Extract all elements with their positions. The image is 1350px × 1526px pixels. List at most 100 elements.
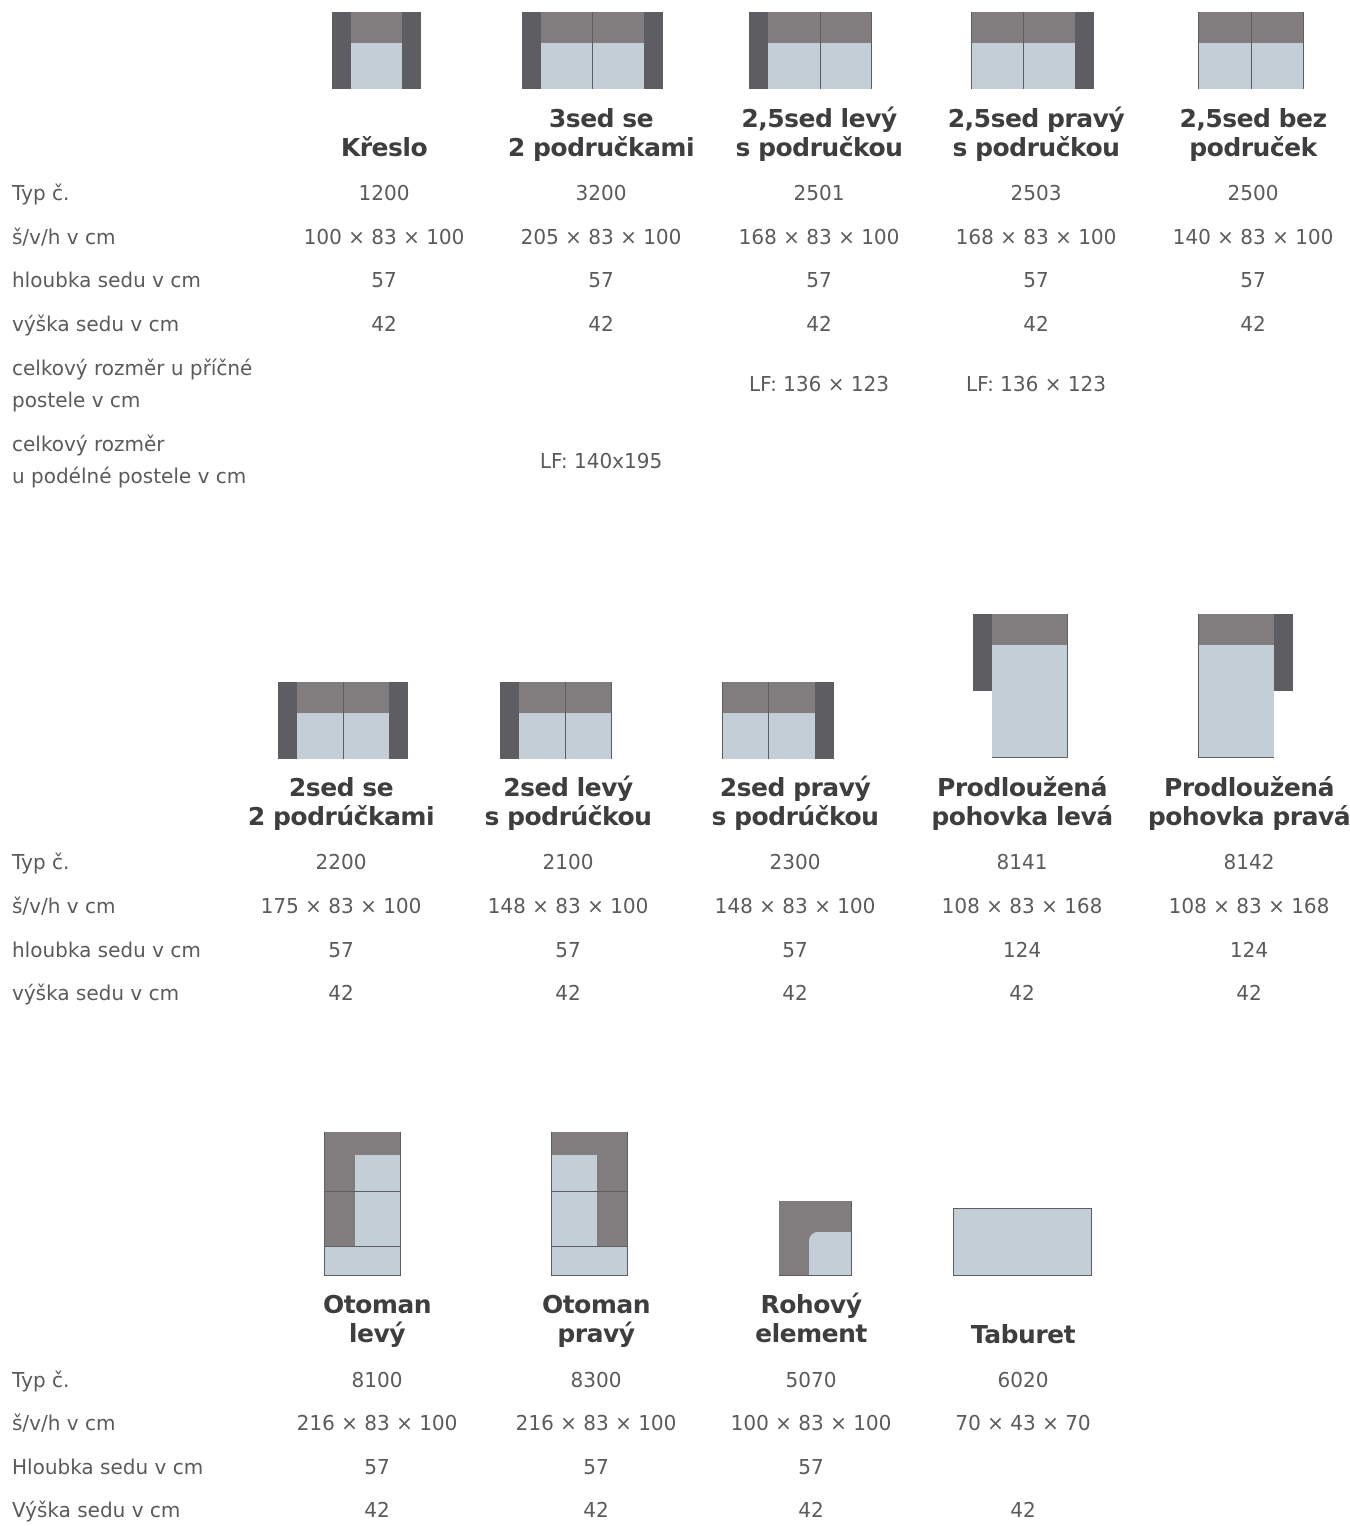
dims-value: 216 × 83 × 100 <box>515 1411 677 1435</box>
row-label: š/v/h v cm <box>12 225 116 249</box>
seat-depth-value: 57 <box>328 938 354 962</box>
type-value: 2501 <box>793 181 845 205</box>
sofa-2-seat-icon <box>278 682 408 759</box>
dims-value: 168 × 83 × 100 <box>738 225 900 249</box>
product-name: 3sed se 2 područkami <box>507 104 695 162</box>
seat-depth-value: 57 <box>782 938 808 962</box>
row-label: celkový rozměr u podélné postele v cm <box>12 432 247 488</box>
product-name: Otoman levý <box>322 1290 432 1348</box>
seat-height-value: 42 <box>782 981 808 1005</box>
seat-height-value: 42 <box>328 981 354 1005</box>
product-name: Křeslo <box>340 133 428 162</box>
seat-height-value: 42 <box>583 1498 609 1522</box>
seat-height-value: 42 <box>1236 981 1262 1005</box>
type-value: 2503 <box>1010 181 1062 205</box>
product-name: Prodloužená pohovka levá <box>931 773 1113 831</box>
product-name: Otoman pravý <box>541 1290 651 1348</box>
sofa-2-left-icon <box>500 682 612 759</box>
ottoman-left-icon <box>324 1132 401 1276</box>
seat-height-value: 42 <box>588 312 614 336</box>
row-label: celkový rozměr u příčné postele v cm <box>12 356 253 412</box>
dims-value: 108 × 83 × 168 <box>1168 894 1330 918</box>
row-label: Typ č. <box>12 181 70 205</box>
cross-bed-value: LF: 136 × 123 <box>965 372 1107 396</box>
row-label: Typ č. <box>12 850 70 874</box>
seat-depth-value: 57 <box>371 268 397 292</box>
seat-depth-value: 124 <box>1229 938 1269 962</box>
row-label: hloubka sedu v cm <box>12 938 201 962</box>
dims-value: 205 × 83 × 100 <box>520 225 682 249</box>
cross-bed-value: LF: 136 × 123 <box>748 372 890 396</box>
seat-depth-value: 124 <box>1002 938 1042 962</box>
chaise-right-icon <box>1198 614 1293 758</box>
stool-icon <box>953 1208 1092 1276</box>
product-name: Taburet <box>970 1320 1076 1349</box>
row-label: výška sedu v cm <box>12 312 180 336</box>
ottoman-right-icon <box>551 1132 628 1276</box>
product-name: 2sed pravý s podrúčkou <box>711 773 879 831</box>
long-bed-value: LF: 140x195 <box>539 449 663 473</box>
corner-element-icon <box>779 1201 852 1276</box>
seat-depth-value: 57 <box>1240 268 1266 292</box>
seat-height-value: 42 <box>371 312 397 336</box>
dims-value: 216 × 83 × 100 <box>296 1411 458 1435</box>
seat-height-value: 42 <box>1240 312 1266 336</box>
seat-height-value: 42 <box>364 1498 390 1522</box>
row-label: Hloubka sedu v cm <box>12 1455 204 1479</box>
dims-value: 148 × 83 × 100 <box>487 894 649 918</box>
row-label: hloubka sedu v cm <box>12 268 201 292</box>
type-value: 8100 <box>351 1368 403 1392</box>
type-value: 8300 <box>570 1368 622 1392</box>
type-value: 5070 <box>785 1368 837 1392</box>
seat-depth-value: 57 <box>798 1455 824 1479</box>
product-name: 2,5sed bez područek <box>1179 104 1327 162</box>
type-value: 6020 <box>997 1368 1049 1392</box>
type-value: 2200 <box>315 850 367 874</box>
seat-height-value: 42 <box>555 981 581 1005</box>
dims-value: 100 × 83 × 100 <box>303 225 465 249</box>
product-name: Rohový element <box>755 1290 867 1348</box>
seat-depth-value: 57 <box>583 1455 609 1479</box>
sofa-25-right-icon <box>971 12 1094 89</box>
row-label: Typ č. <box>12 1368 70 1392</box>
type-value: 8141 <box>996 850 1048 874</box>
seat-height-value: 42 <box>1010 1498 1036 1522</box>
sofa-2-right-icon <box>722 682 834 759</box>
dims-value: 70 × 43 × 70 <box>955 1411 1091 1435</box>
product-name: 2,5sed pravý s područkou <box>947 104 1125 162</box>
type-value: 2500 <box>1227 181 1279 205</box>
product-name: 2sed levý s podrúčkou <box>484 773 652 831</box>
seat-depth-value: 57 <box>1023 268 1049 292</box>
type-value: 1200 <box>358 181 410 205</box>
seat-height-value: 42 <box>798 1498 824 1522</box>
row-label: Výška sedu v cm <box>12 1498 181 1522</box>
type-value: 2100 <box>542 850 594 874</box>
seat-depth-value: 57 <box>588 268 614 292</box>
dims-value: 148 × 83 × 100 <box>714 894 876 918</box>
row-label: výška sedu v cm <box>12 981 180 1005</box>
row-label: š/v/h v cm <box>12 894 116 918</box>
seat-depth-value: 57 <box>555 938 581 962</box>
product-name: 2,5sed levý s područkou <box>735 104 903 162</box>
sofa-25-left-icon <box>749 12 872 89</box>
dims-value: 140 × 83 × 100 <box>1172 225 1334 249</box>
product-name: 2sed se 2 podrúčkami <box>247 773 435 831</box>
product-name: Prodloužená pohovka pravá <box>1147 773 1350 831</box>
dims-value: 168 × 83 × 100 <box>955 225 1117 249</box>
seat-height-value: 42 <box>1023 312 1049 336</box>
type-value: 2300 <box>769 850 821 874</box>
seat-height-value: 42 <box>806 312 832 336</box>
seat-height-value: 42 <box>1009 981 1035 1005</box>
dims-value: 175 × 83 × 100 <box>260 894 422 918</box>
armchair-icon <box>332 12 421 89</box>
dims-value: 108 × 83 × 168 <box>941 894 1103 918</box>
chaise-left-icon <box>973 614 1068 758</box>
seat-depth-value: 57 <box>364 1455 390 1479</box>
type-value: 3200 <box>575 181 627 205</box>
row-label: š/v/h v cm <box>12 1411 116 1435</box>
dims-value: 100 × 83 × 100 <box>730 1411 892 1435</box>
sofa-25-no-arm-icon <box>1198 12 1304 89</box>
seat-depth-value: 57 <box>806 268 832 292</box>
sofa-3-seat-icon <box>522 12 663 89</box>
type-value: 8142 <box>1223 850 1275 874</box>
